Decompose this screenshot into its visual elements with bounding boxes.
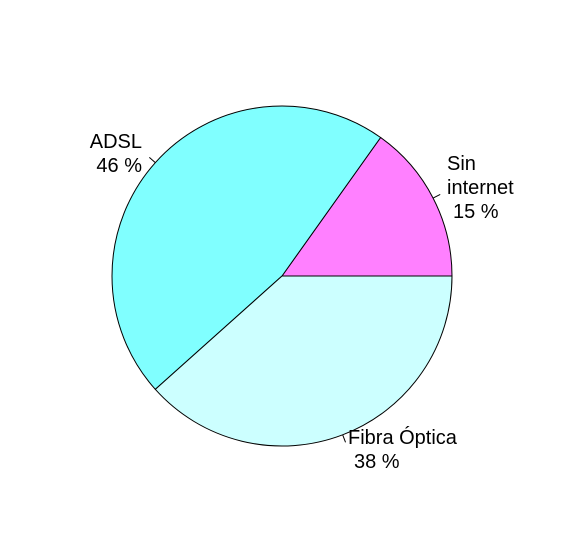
leader-line-2	[342, 434, 346, 443]
pie-slice-0	[281, 136, 453, 277]
leader-line-0	[432, 193, 441, 199]
pie-slices	[111, 105, 453, 447]
slice-label-2-line-1: 38 %	[354, 451, 400, 473]
slice-label-2-line-0: Fibra Óptica	[348, 426, 458, 449]
slice-label-1-line-0: ADSL	[90, 131, 142, 153]
slice-label-0-line-2: 15 %	[453, 201, 499, 223]
slice-label-0: Sin internet 15 %	[447, 153, 514, 223]
slice-label-0-line-0: Sin	[447, 153, 476, 175]
pie-leader-lines	[149, 156, 441, 443]
pie-labels: Sin internet 15 % ADSL 46 % Fibra Óptica 38 %	[90, 131, 514, 473]
slice-label-0-line-1: internet	[447, 177, 514, 199]
slice-label-1-line-1: 46 %	[96, 155, 142, 177]
leader-line-1	[149, 156, 156, 164]
slice-label-2: Fibra Óptica 38 %	[348, 426, 458, 473]
slice-label-1: ADSL 46 %	[90, 131, 142, 177]
